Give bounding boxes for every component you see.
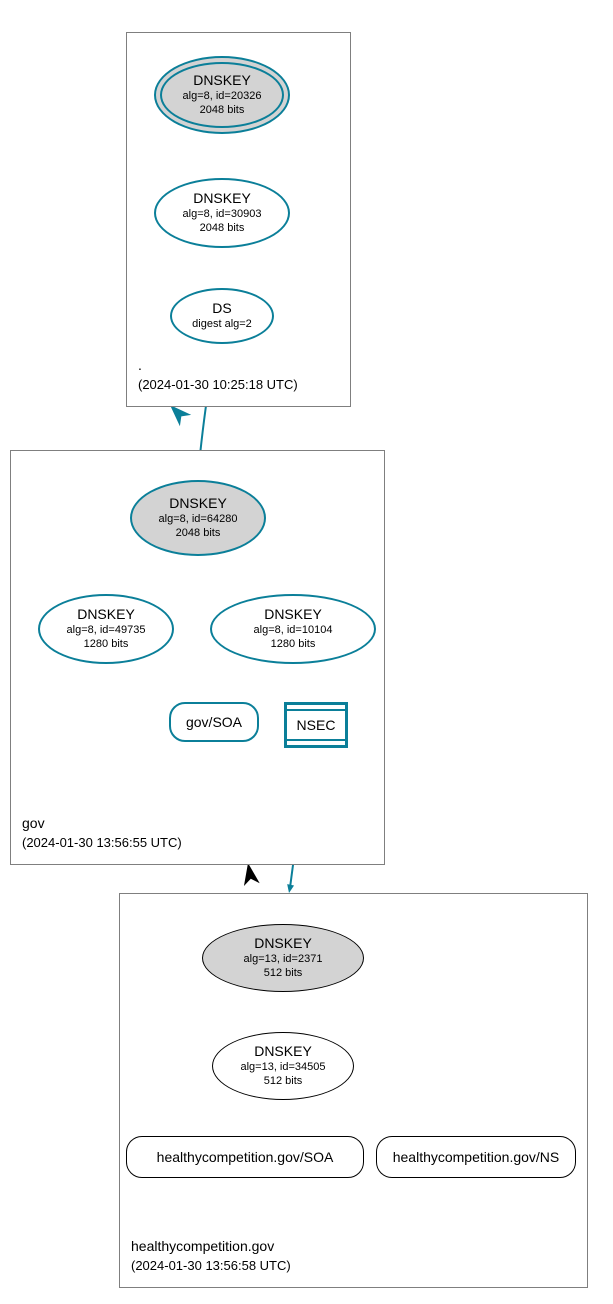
gov_ksk-title: DNSKEY	[169, 495, 227, 512]
node-gov_nsec: NSEC	[284, 702, 348, 748]
root_zsk-sub2: 2048 bits	[200, 221, 245, 235]
node-gov_soa: gov/SOA	[169, 702, 259, 742]
big-arrow-1	[240, 862, 260, 886]
leaf_zsk-sub1: alg=13, id=34505	[240, 1060, 325, 1074]
root_zsk-title: DNSKEY	[193, 190, 251, 207]
node-leaf_ksk: DNSKEYalg=13, id=2371512 bits	[202, 924, 364, 992]
gov_zsk2-title: DNSKEY	[264, 606, 322, 623]
gov_ksk-sub1: alg=8, id=64280	[159, 512, 238, 526]
gov_ksk-sub2: 2048 bits	[176, 526, 221, 540]
root_ds-sub1: digest alg=2	[192, 317, 252, 331]
gov_zsk1-title: DNSKEY	[77, 606, 135, 623]
leaf_zsk-sub2: 512 bits	[264, 1074, 303, 1088]
leaf_ksk-sub2: 512 bits	[264, 966, 303, 980]
zone-label-gov: gov	[22, 815, 45, 831]
node-gov_zsk2: DNSKEYalg=8, id=101041280 bits	[210, 594, 376, 664]
root_ds-title: DS	[212, 300, 231, 317]
leaf_ksk-title: DNSKEY	[254, 935, 312, 952]
arrowhead-9	[287, 884, 294, 893]
node-gov_ksk: DNSKEYalg=8, id=642802048 bits	[130, 480, 266, 556]
zone-label-root: .	[138, 357, 142, 373]
gov_zsk1-sub2: 1280 bits	[84, 637, 129, 651]
zone-timestamp-leaf: (2024-01-30 13:56:58 UTC)	[131, 1258, 291, 1273]
root_ksk-sub2: 2048 bits	[200, 103, 245, 117]
node-root_zsk: DNSKEYalg=8, id=309032048 bits	[154, 178, 290, 248]
node-leaf_soa: healthycompetition.gov/SOA	[126, 1136, 364, 1178]
root_ksk-title: DNSKEY	[193, 72, 251, 89]
gov_zsk1-sub1: alg=8, id=49735	[67, 623, 146, 637]
node-root_ds: DSdigest alg=2	[170, 288, 274, 344]
leaf_zsk-title: DNSKEY	[254, 1043, 312, 1060]
node-gov_zsk1: DNSKEYalg=8, id=497351280 bits	[38, 594, 174, 664]
node-leaf_ns: healthycompetition.gov/NS	[376, 1136, 576, 1178]
gov_zsk2-sub1: alg=8, id=10104	[254, 623, 333, 637]
leaf_ksk-sub1: alg=13, id=2371	[244, 952, 323, 966]
node-root_ksk: DNSKEYalg=8, id=203262048 bits	[154, 56, 290, 134]
root_ksk-sub1: alg=8, id=20326	[183, 89, 262, 103]
gov_nsec-label: NSEC	[287, 709, 345, 741]
node-leaf_zsk: DNSKEYalg=13, id=34505512 bits	[212, 1032, 354, 1100]
root_zsk-sub1: alg=8, id=30903	[183, 207, 262, 221]
gov_zsk2-sub2: 1280 bits	[271, 637, 316, 651]
zone-timestamp-gov: (2024-01-30 13:56:55 UTC)	[22, 835, 182, 850]
zone-timestamp-root: (2024-01-30 10:25:18 UTC)	[138, 377, 298, 392]
zone-label-leaf: healthycompetition.gov	[131, 1238, 274, 1254]
